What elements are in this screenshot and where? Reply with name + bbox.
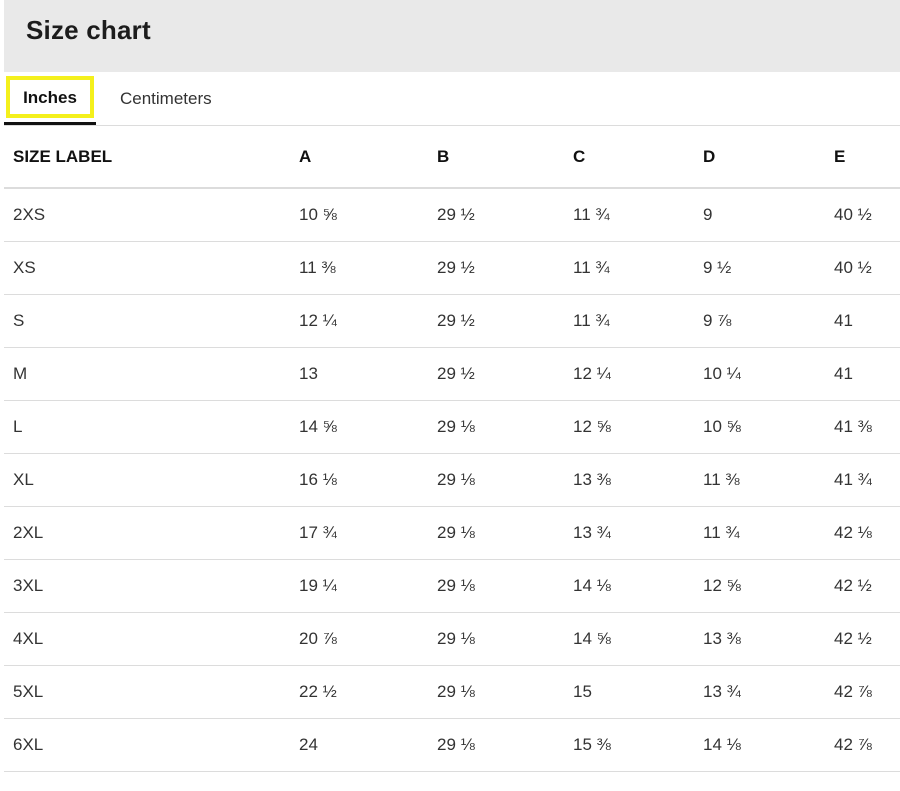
cell-d: 11 ¾ — [703, 522, 740, 542]
cell-e: 41 ¾ — [834, 469, 872, 489]
cell-c: 13 ⅜ — [573, 469, 611, 489]
cell-c: 12 ¼ — [573, 363, 611, 383]
table-row: XL 16 ⅛ 29 ⅛ 13 ⅜ 11 ⅜ 41 ¾ — [4, 453, 900, 506]
cell-e: 41 — [834, 310, 853, 330]
tab-inches[interactable]: Inches — [4, 72, 96, 125]
cell-a: 22 ½ — [299, 681, 337, 701]
cell-a: 10 ⅝ — [299, 204, 337, 224]
cell-c: 11 ¾ — [573, 310, 610, 330]
table-row: 5XL 22 ½ 29 ⅛ 15 13 ¾ 42 ⅞ — [4, 665, 900, 718]
cell-b: 29 ½ — [437, 204, 475, 224]
cell-b: 29 ⅛ — [437, 469, 475, 489]
cell-e: 40 ½ — [834, 257, 872, 277]
column-header-e: E — [834, 146, 846, 166]
cell-b: 29 ⅛ — [437, 416, 475, 436]
table-row: 4XL 20 ⅞ 29 ⅛ 14 ⅝ 13 ⅜ 42 ½ — [4, 612, 900, 665]
size-table: SIZE LABEL A B C D E 2XS 10 ⅝ 29 ½ 11 ¾ 9 40 … — [4, 126, 900, 772]
cell-size-label: S — [13, 310, 25, 330]
table-row: 2XL 17 ¾ 29 ⅛ 13 ¾ 11 ¾ 42 ⅛ — [4, 506, 900, 559]
cell-d: 13 ⅜ — [703, 628, 741, 648]
unit-tabs: Inches Centimeters — [4, 72, 900, 126]
cell-c: 14 ⅛ — [573, 575, 611, 595]
cell-d: 10 ⅝ — [703, 416, 741, 436]
cell-b: 29 ⅛ — [437, 734, 475, 754]
cell-size-label: XS — [13, 257, 36, 277]
cell-b: 29 ⅛ — [437, 681, 475, 701]
cell-d: 12 ⅝ — [703, 575, 741, 595]
cell-b: 29 ⅛ — [437, 522, 475, 542]
cell-e: 41 — [834, 363, 853, 383]
cell-e: 42 ⅞ — [834, 734, 872, 754]
cell-e: 40 ½ — [834, 204, 872, 224]
cell-size-label: 2XS — [13, 204, 46, 224]
cell-size-label: 3XL — [13, 575, 44, 595]
cell-a: 24 — [299, 734, 318, 754]
cell-c: 14 ⅝ — [573, 628, 611, 648]
cell-a: 11 ⅜ — [299, 257, 336, 277]
cell-size-label: 4XL — [13, 628, 44, 648]
cell-d: 9 ½ — [703, 257, 732, 277]
cell-a: 19 ¼ — [299, 575, 337, 595]
table-header-row: SIZE LABEL A B C D E — [4, 126, 900, 188]
cell-a: 12 ¼ — [299, 310, 337, 330]
size-chart-header: Size chart — [4, 0, 900, 72]
cell-a: 14 ⅝ — [299, 416, 337, 436]
cell-a: 16 ⅛ — [299, 469, 337, 489]
table-row: S 12 ¼ 29 ½ 11 ¾ 9 ⅞ 41 — [4, 294, 900, 347]
table-row: 3XL 19 ¼ 29 ⅛ 14 ⅛ 12 ⅝ 42 ½ — [4, 559, 900, 612]
cell-e: 42 ½ — [834, 628, 872, 648]
tab-centimeters-label: Centimeters — [120, 89, 212, 108]
cell-e: 42 ⅞ — [834, 681, 872, 701]
cell-size-label: L — [13, 416, 23, 436]
table-row: M 13 29 ½ 12 ¼ 10 ¼ 41 — [4, 347, 900, 400]
table-row: 2XS 10 ⅝ 29 ½ 11 ¾ 9 40 ½ — [4, 188, 900, 241]
cell-b: 29 ½ — [437, 257, 475, 277]
cell-a: 17 ¾ — [299, 522, 337, 542]
column-header-c: C — [573, 146, 586, 166]
cell-c: 11 ¾ — [573, 257, 610, 277]
column-header-a: A — [299, 146, 312, 166]
cell-e: 41 ⅜ — [834, 416, 872, 436]
cell-size-label: 5XL — [13, 681, 44, 701]
page-title: Size chart — [26, 15, 151, 45]
cell-d: 14 ⅛ — [703, 734, 741, 754]
cell-b: 29 ⅛ — [437, 628, 475, 648]
cell-d: 13 ¾ — [703, 681, 741, 701]
cell-d: 10 ¼ — [703, 363, 741, 383]
column-header-b: B — [437, 146, 450, 166]
cell-c: 15 — [573, 681, 592, 701]
cell-c: 13 ¾ — [573, 522, 611, 542]
cell-c: 11 ¾ — [573, 204, 610, 224]
cell-c: 12 ⅝ — [573, 416, 611, 436]
table-row: L 14 ⅝ 29 ⅛ 12 ⅝ 10 ⅝ 41 ⅜ — [4, 400, 900, 453]
cell-a: 20 ⅞ — [299, 628, 337, 648]
cell-size-label: M — [13, 363, 28, 383]
cell-d: 9 — [703, 204, 713, 224]
cell-b: 29 ½ — [437, 363, 475, 383]
table-row: 6XL 24 29 ⅛ 15 ⅜ 14 ⅛ 42 ⅞ — [4, 718, 900, 771]
cell-c: 15 ⅜ — [573, 734, 611, 754]
tab-centimeters[interactable]: Centimeters — [120, 72, 212, 125]
cell-b: 29 ½ — [437, 310, 475, 330]
cell-b: 29 ⅛ — [437, 575, 475, 595]
cell-d: 9 ⅞ — [703, 310, 732, 330]
tab-inches-label: Inches — [23, 88, 77, 107]
column-header-size-label: SIZE LABEL — [13, 146, 113, 166]
cell-size-label: 6XL — [13, 734, 44, 754]
cell-e: 42 ½ — [834, 575, 872, 595]
column-header-d: D — [703, 146, 716, 166]
cell-size-label: 2XL — [13, 522, 44, 542]
cell-size-label: XL — [13, 469, 34, 489]
cell-d: 11 ⅜ — [703, 469, 740, 489]
cell-e: 42 ⅛ — [834, 522, 872, 542]
cell-a: 13 — [299, 363, 318, 383]
table-body: 2XS 10 ⅝ 29 ½ 11 ¾ 9 40 ½ XS 11 ⅜ 29 ½ 11 ¾ 9 ½ 40 … — [4, 188, 900, 771]
table-row: XS 11 ⅜ 29 ½ 11 ¾ 9 ½ 40 ½ — [4, 241, 900, 294]
